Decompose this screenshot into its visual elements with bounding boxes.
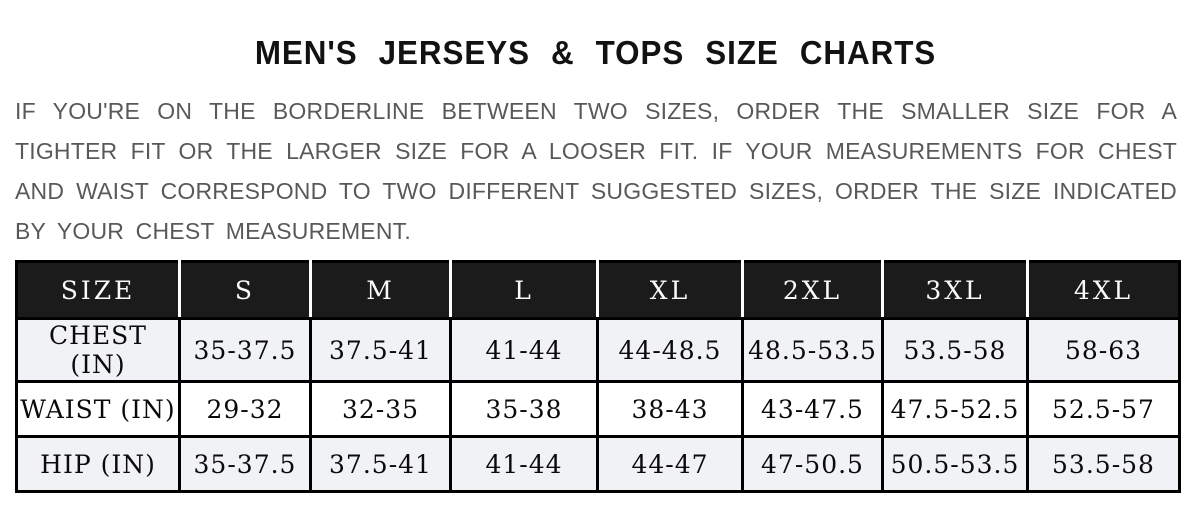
intro-line: IF YOU'RE ON THE BORDERLINE BETWEEN TWO … [15,98,1177,124]
cell-waist-3xl: 47.5-52.5 [881,380,1029,438]
column-header-xl: XL [596,260,744,320]
intro-line: BY YOUR CHEST MEASUREMENT. [15,218,411,244]
column-header-3xl: 3XL [881,260,1029,320]
row-label-chest: CHEST (IN) [15,317,181,383]
cell-waist-m: 32-35 [309,380,452,438]
cell-waist-xl: 38-43 [596,380,744,438]
cell-waist-s: 29-32 [178,380,312,438]
cell-chest-m: 37.5-41 [309,317,452,383]
cell-chest-2xl: 48.5-53.5 [741,317,884,383]
intro-paragraph: IF YOU'RE ON THE BORDERLINE BETWEEN TWO … [15,91,1177,251]
row-label-hip: HIP (IN) [15,435,181,493]
cell-hip-s: 35-37.5 [178,435,312,493]
intro-line: TIGHTER FIT OR THE LARGER SIZE FOR A LOO… [15,138,1177,164]
cell-waist-l: 35-38 [449,380,599,438]
column-header-s: S [178,260,312,320]
size-chart-table: SIZE S M L XL 2XL 3XL 4XL CHEST (IN) 35-… [15,260,1181,493]
column-header-4xl: 4XL [1026,260,1181,320]
table-row-hip: HIP (IN) 35-37.5 37.5-41 41-44 44-47 47-… [15,435,1181,493]
row-label-waist: WAIST (IN) [15,380,181,438]
header-row: SIZE S M L XL 2XL 3XL 4XL [15,260,1181,320]
cell-hip-xl: 44-47 [596,435,744,493]
cell-waist-4xl: 52.5-57 [1026,380,1181,438]
cell-chest-4xl: 58-63 [1026,317,1181,383]
cell-hip-3xl: 50.5-53.5 [881,435,1029,493]
column-header-2xl: 2XL [741,260,884,320]
cell-chest-s: 35-37.5 [178,317,312,383]
page-title: MEN'S JERSEYS & TOPS SIZE CHARTS [254,34,937,71]
cell-hip-2xl: 47-50.5 [741,435,884,493]
cell-waist-2xl: 43-47.5 [741,380,884,438]
column-header-m: M [309,260,452,320]
size-charts-page: MEN'S JERSEYS & TOPS SIZE CHARTS IF YOU'… [0,36,1191,510]
column-header-l: L [449,260,599,320]
table-row-chest: CHEST (IN) 35-37.5 37.5-41 41-44 44-48.5… [15,317,1181,383]
intro-line: AND WAIST CORRESPOND TO TWO DIFFERENT SU… [15,178,1177,204]
cell-chest-l: 41-44 [449,317,599,383]
cell-chest-3xl: 53.5-58 [881,317,1029,383]
cell-hip-4xl: 53.5-58 [1026,435,1181,493]
table-row-waist: WAIST (IN) 29-32 32-35 35-38 38-43 43-47… [15,380,1181,438]
column-header-size: SIZE [15,260,181,320]
cell-hip-m: 37.5-41 [309,435,452,493]
cell-chest-xl: 44-48.5 [596,317,744,383]
cell-hip-l: 41-44 [449,435,599,493]
